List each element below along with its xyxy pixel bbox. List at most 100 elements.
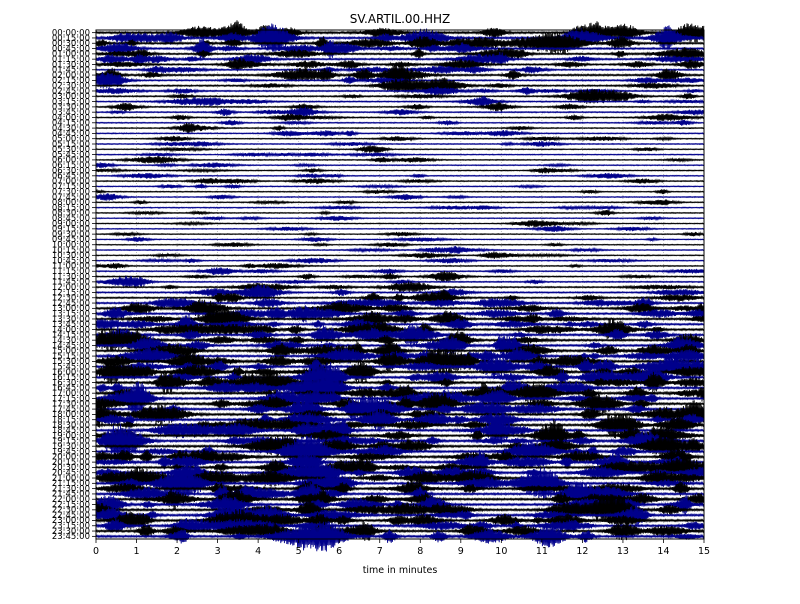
trace-line bbox=[95, 509, 705, 532]
trace-line bbox=[95, 63, 705, 86]
x-tick-label: 5 bbox=[296, 546, 302, 557]
trace-line bbox=[95, 231, 705, 237]
y-tick-label: 10:15:00 bbox=[52, 246, 90, 256]
trace-line bbox=[95, 31, 705, 55]
y-tick-label: 00:00:00 bbox=[52, 28, 90, 38]
y-tick-label: 15:45:00 bbox=[52, 362, 90, 372]
trace-line bbox=[95, 305, 705, 323]
trace-line bbox=[95, 178, 705, 185]
trace-line bbox=[95, 382, 705, 405]
y-tick-label: 04:15:00 bbox=[52, 119, 90, 129]
x-tick-label: 0 bbox=[93, 546, 99, 557]
y-tick-label: 06:00:00 bbox=[52, 156, 90, 166]
y-tick-label: 22:15:00 bbox=[52, 500, 90, 510]
trace-line bbox=[95, 225, 705, 232]
trace-line bbox=[95, 521, 705, 541]
trace-line bbox=[95, 262, 705, 270]
x-tick-label: 4 bbox=[255, 546, 261, 557]
trace-line bbox=[95, 318, 705, 340]
trace-line bbox=[95, 236, 705, 243]
trace-line bbox=[95, 102, 705, 112]
trace-line bbox=[95, 151, 705, 158]
y-tick-label: 07:30:00 bbox=[52, 188, 90, 198]
y-tick-label: 04:00:00 bbox=[52, 113, 90, 123]
y-tick-label: 20:30:00 bbox=[52, 463, 90, 473]
y-tick-label: 23:00:00 bbox=[52, 516, 90, 526]
y-tick-label: 22:00:00 bbox=[52, 495, 90, 505]
y-tick-label: 12:15:00 bbox=[52, 288, 90, 298]
y-tick-label: 02:30:00 bbox=[52, 81, 90, 91]
chart-title: SV.ARTIL.00.HHZ bbox=[350, 12, 451, 26]
y-tick-label: 14:30:00 bbox=[52, 336, 90, 346]
trace-line bbox=[95, 304, 705, 334]
y-tick-label: 21:15:00 bbox=[52, 479, 90, 489]
y-tick-label: 07:00:00 bbox=[52, 177, 90, 187]
y-tick-label: 21:45:00 bbox=[52, 490, 90, 500]
y-tick-label: 05:15:00 bbox=[52, 140, 90, 150]
trace-line bbox=[95, 467, 705, 501]
trace-line bbox=[95, 38, 705, 60]
trace-line bbox=[95, 106, 705, 118]
x-tick-label: 11 bbox=[536, 546, 548, 557]
y-tick-label: 10:00:00 bbox=[52, 241, 90, 251]
y-tick-label: 03:45:00 bbox=[52, 108, 90, 118]
y-tick-label: 02:45:00 bbox=[52, 87, 90, 97]
trace-line bbox=[95, 199, 705, 206]
y-tick-label: 08:45:00 bbox=[52, 214, 90, 224]
trace-line bbox=[95, 329, 705, 352]
y-tick-label: 18:15:00 bbox=[52, 416, 90, 426]
y-tick-label: 13:00:00 bbox=[52, 304, 90, 314]
y-tick-label: 01:45:00 bbox=[52, 66, 90, 76]
x-tick-label: 1 bbox=[134, 546, 140, 557]
y-tick-label: 17:15:00 bbox=[52, 394, 90, 404]
trace-line bbox=[95, 289, 705, 306]
y-tick-label: 14:15:00 bbox=[52, 331, 90, 341]
trace-line bbox=[95, 135, 705, 142]
plot-frame bbox=[95, 29, 705, 540]
trace-line bbox=[95, 113, 705, 122]
trace-line bbox=[95, 270, 705, 283]
trace-line bbox=[95, 434, 705, 457]
trace-line bbox=[95, 517, 705, 534]
trace-line bbox=[95, 314, 705, 335]
trace-line bbox=[95, 193, 705, 201]
trace-line bbox=[95, 257, 705, 264]
trace-line bbox=[95, 57, 705, 72]
y-tick-label: 11:00:00 bbox=[52, 262, 90, 272]
trace-line bbox=[95, 323, 705, 346]
y-tick-label: 15:00:00 bbox=[52, 347, 90, 357]
y-tick-label: 12:45:00 bbox=[52, 299, 90, 309]
trace-line bbox=[95, 423, 705, 458]
y-tick-label: 14:00:00 bbox=[52, 325, 90, 335]
y-tick-label: 18:45:00 bbox=[52, 426, 90, 436]
y-tick-label: 05:45:00 bbox=[52, 150, 90, 160]
y-tick-label: 13:30:00 bbox=[52, 315, 90, 325]
y-tick-label: 04:30:00 bbox=[52, 124, 90, 134]
x-tick-label: 12 bbox=[576, 546, 588, 557]
y-tick-label: 20:00:00 bbox=[52, 453, 90, 463]
y-tick-label: 17:30:00 bbox=[52, 400, 90, 410]
trace-line bbox=[95, 251, 705, 259]
y-tick-label: 06:15:00 bbox=[52, 161, 90, 171]
y-tick-label: 10:45:00 bbox=[52, 256, 90, 266]
y-tick-label: 03:15:00 bbox=[52, 97, 90, 107]
y-tick-label: 04:45:00 bbox=[52, 129, 90, 139]
y-tick-label: 00:45:00 bbox=[52, 44, 90, 54]
trace-line bbox=[95, 122, 705, 134]
y-tick-label: 02:00:00 bbox=[52, 71, 90, 81]
trace-line bbox=[95, 204, 705, 211]
y-tick-label: 00:15:00 bbox=[52, 34, 90, 44]
y-tick-label: 01:15:00 bbox=[52, 55, 90, 65]
trace-line bbox=[95, 448, 705, 466]
y-tick-label: 06:45:00 bbox=[52, 172, 90, 182]
y-tick-label: 13:15:00 bbox=[52, 309, 90, 319]
y-tick-label: 14:45:00 bbox=[52, 341, 90, 351]
trace-line bbox=[95, 267, 705, 276]
x-tick-label: 14 bbox=[657, 546, 669, 557]
trace-line bbox=[95, 400, 705, 428]
trace-line bbox=[95, 415, 705, 445]
trace-line bbox=[95, 298, 705, 318]
trace-line bbox=[95, 119, 705, 126]
y-tick-label: 22:45:00 bbox=[52, 511, 90, 521]
